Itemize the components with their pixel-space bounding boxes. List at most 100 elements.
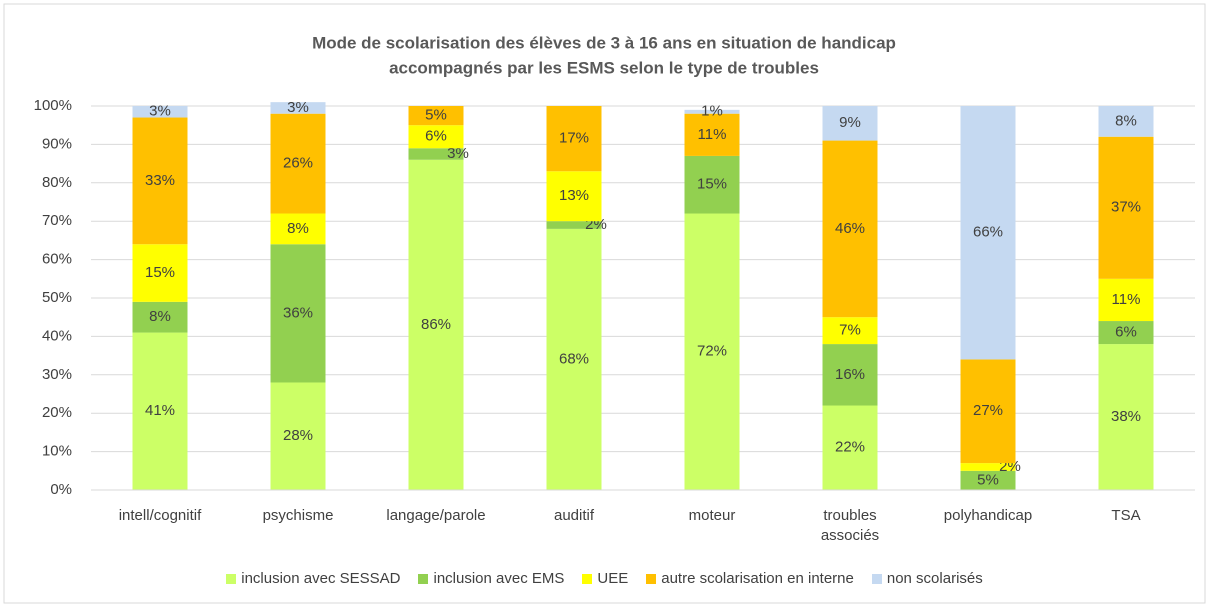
data-label: 33% xyxy=(145,172,175,189)
bar-segment xyxy=(684,113,740,156)
y-tick-label: 60% xyxy=(42,251,72,268)
y-tick-label: 30% xyxy=(42,366,72,383)
data-label: 37% xyxy=(1111,199,1141,216)
bar-segment xyxy=(132,117,188,245)
data-label: 7% xyxy=(839,322,861,339)
bar-segment xyxy=(546,171,602,222)
bar-segment xyxy=(822,405,878,490)
bar-segment xyxy=(132,106,188,118)
bar-segment xyxy=(960,106,1016,360)
x-tick-label: auditif xyxy=(553,507,595,524)
bar-segment xyxy=(132,244,188,302)
bar-segment xyxy=(270,213,326,245)
bar-segment xyxy=(684,109,740,114)
bar-segment xyxy=(270,382,326,490)
bar-segment xyxy=(960,359,1016,464)
data-label: 41% xyxy=(145,402,175,419)
data-label: 3% xyxy=(287,99,309,116)
x-tick-label: TSA xyxy=(1111,507,1141,524)
bar-segment xyxy=(132,332,188,490)
bar-segment xyxy=(1098,278,1154,322)
data-label: 5% xyxy=(977,471,999,488)
legend-swatch xyxy=(226,573,237,584)
x-tick-label: langage/parole xyxy=(386,507,486,524)
y-tick-label: 70% xyxy=(42,212,72,229)
legend-item: UEE xyxy=(582,570,628,587)
bar-segment xyxy=(270,244,326,383)
bar-segment xyxy=(408,159,464,490)
data-label: 3% xyxy=(149,103,171,120)
data-label: 22% xyxy=(835,439,865,456)
legend-item: inclusion avec SESSAD xyxy=(226,570,400,587)
data-label: 3% xyxy=(447,145,469,162)
x-tick-label: intell/cognitif xyxy=(118,507,202,524)
bar-segment xyxy=(1098,106,1154,137)
legend-label: autre scolarisation en interne xyxy=(661,570,854,587)
y-tick-label: 90% xyxy=(42,135,72,152)
legend-item: non scolarisés xyxy=(871,570,983,587)
bar-segment xyxy=(960,470,1016,490)
bar-segment xyxy=(1098,344,1154,490)
bar-segment xyxy=(408,125,464,149)
y-tick-label: 50% xyxy=(42,289,72,306)
data-label: 86% xyxy=(421,316,451,333)
chart-title: Mode de scolarisation des élèves de 3 à … xyxy=(312,33,896,52)
legend-item: inclusion avec EMS xyxy=(418,570,564,587)
data-label: 36% xyxy=(283,304,313,321)
legend-label: non scolarisés xyxy=(886,570,983,587)
y-tick-label: 40% xyxy=(42,327,72,344)
bar-segment xyxy=(546,106,602,172)
data-label: 15% xyxy=(145,264,175,281)
bar-segment xyxy=(822,140,878,318)
data-label: 15% xyxy=(697,176,727,193)
data-label: 38% xyxy=(1111,408,1141,425)
legend: inclusion avec SESSAD inclusion avec EMS U… xyxy=(0,570,1209,587)
legend-item: autre scolarisation en interne xyxy=(646,570,854,587)
chart-title: accompagnés par les ESMS selon le type d… xyxy=(389,58,819,77)
y-tick-label: 10% xyxy=(42,443,72,460)
x-tick-label: polyhandicap xyxy=(943,507,1033,524)
bar-segment xyxy=(408,106,464,126)
data-label: 11% xyxy=(1112,291,1141,308)
legend-swatch xyxy=(582,573,593,584)
data-label: 13% xyxy=(559,187,589,204)
legend-swatch xyxy=(418,573,429,584)
data-label: 8% xyxy=(149,308,171,325)
data-label: 66% xyxy=(973,224,1003,241)
legend-label: inclusion avec SESSAD xyxy=(241,570,401,587)
y-tick-label: 80% xyxy=(42,174,72,191)
bar-segment xyxy=(408,148,464,160)
data-label: 8% xyxy=(1115,112,1137,129)
frame xyxy=(3,3,1206,604)
x-tick-label: moteur xyxy=(688,507,736,524)
bar-segment xyxy=(822,106,878,141)
data-label: 46% xyxy=(835,220,865,237)
y-tick-label: 20% xyxy=(42,404,72,421)
bar-segment xyxy=(684,155,740,214)
bar-segment xyxy=(822,344,878,406)
data-label: 72% xyxy=(697,343,727,360)
x-tick-label: psychisme xyxy=(262,507,334,524)
data-label: 1% xyxy=(701,103,723,120)
bar-segment xyxy=(1098,136,1154,279)
data-label: 17% xyxy=(559,130,589,147)
legend-label: inclusion avec EMS xyxy=(433,570,565,587)
data-label: 68% xyxy=(559,350,589,367)
bar-segment xyxy=(270,113,326,214)
bar-segment xyxy=(132,301,188,333)
y-tick-label: 100% xyxy=(34,97,72,114)
y-tick-label: 0% xyxy=(50,481,72,498)
data-label: 6% xyxy=(425,128,447,145)
data-label: 27% xyxy=(973,402,1003,419)
data-label: 16% xyxy=(835,366,865,383)
bar-segment xyxy=(1098,321,1154,345)
bar-segment xyxy=(684,213,740,490)
bar-segment xyxy=(822,317,878,345)
data-label: 28% xyxy=(283,427,313,444)
data-label: 9% xyxy=(839,114,861,131)
data-label: 11% xyxy=(698,126,727,143)
data-label: 8% xyxy=(287,220,309,237)
bar-segment xyxy=(546,221,602,229)
